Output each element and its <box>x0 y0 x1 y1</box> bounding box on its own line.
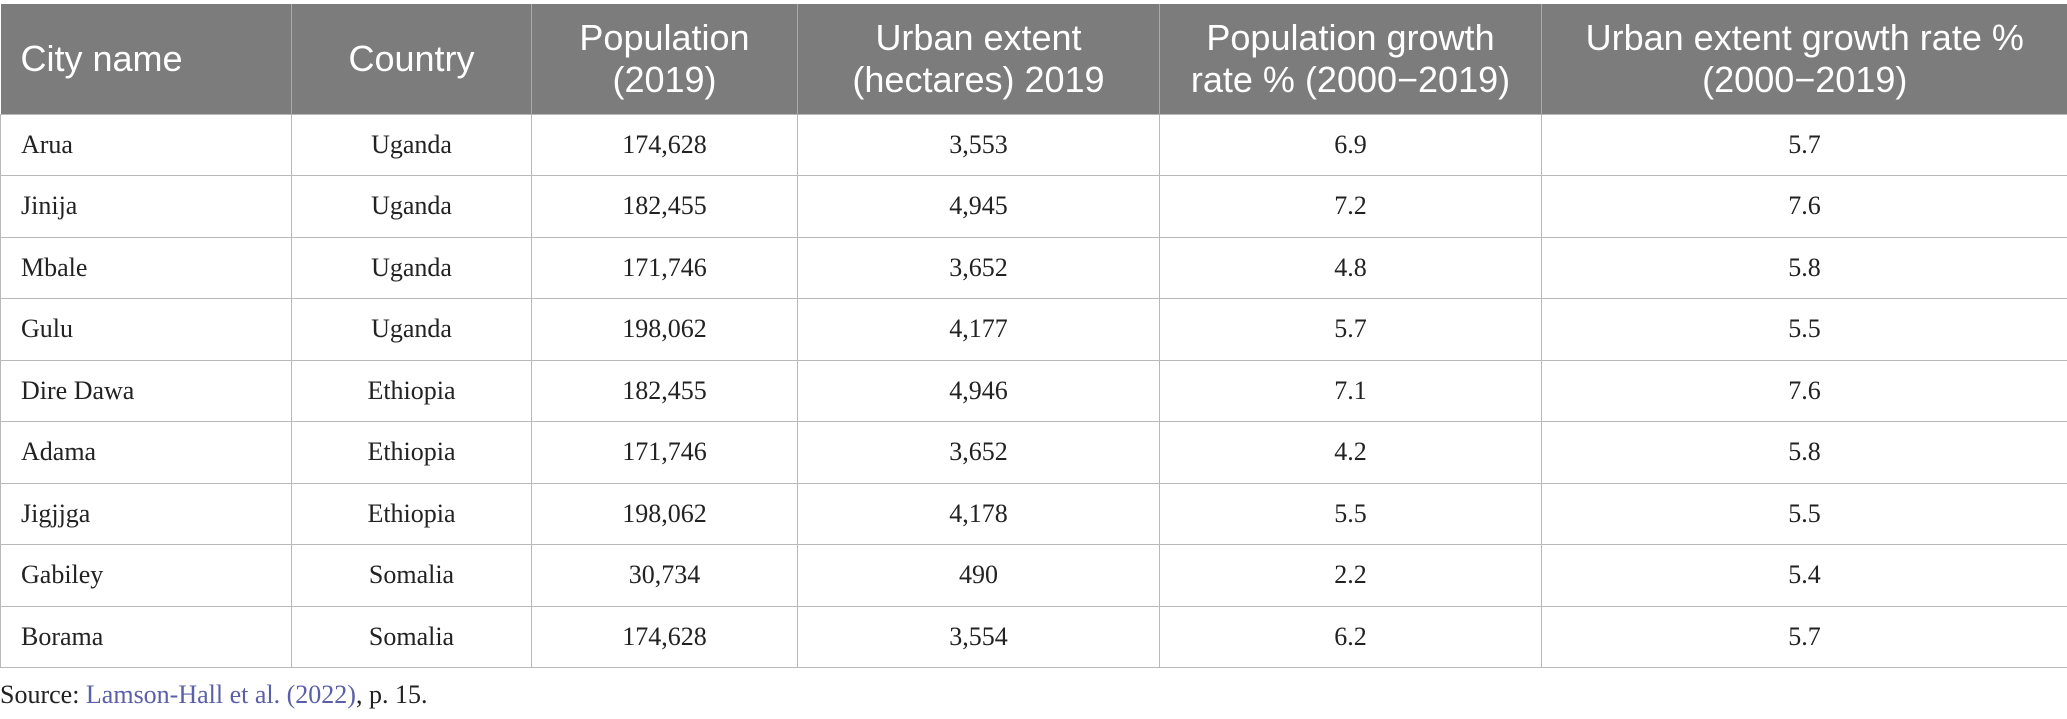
header-line: City name <box>20 37 183 79</box>
cell-population-growth: 2.2 <box>1159 544 1542 607</box>
table-row: Dire Dawa Ethiopia 182,455 4,946 7.1 7.6 <box>0 359 2067 422</box>
table-row: Gulu Uganda 198,062 4,177 5.7 5.5 <box>0 298 2067 361</box>
table-body: Arua Uganda 174,628 3,553 6.9 5.7 Jinija Uganda… <box>0 113 2067 668</box>
cell-population-growth: 5.5 <box>1159 482 1542 545</box>
cell-population-growth: 7.1 <box>1159 359 1542 422</box>
header-line: (2019) <box>612 58 717 100</box>
cell-population: 30,734 <box>531 544 798 607</box>
cell-urban-extent-growth: 5.7 <box>1541 605 2067 668</box>
cell-country: Somalia <box>291 544 532 607</box>
cell-urban-extent: 4,945 <box>797 175 1160 238</box>
cell-population-growth: 6.9 <box>1159 113 1542 176</box>
table-row: Borama Somalia 174,628 3,554 6.2 5.7 <box>0 605 2067 668</box>
cell-country: Somalia <box>291 605 532 668</box>
cell-population: 174,628 <box>531 605 798 668</box>
source-note: Source: Lamson-Hall et al. (2022), p. 15… <box>0 680 427 710</box>
cell-country: Ethiopia <box>291 421 532 484</box>
cell-country: Ethiopia <box>291 359 532 422</box>
cell-population: 182,455 <box>531 359 798 422</box>
cell-urban-extent-growth: 5.8 <box>1541 236 2067 299</box>
cell-country: Ethiopia <box>291 482 532 545</box>
cell-country: Uganda <box>291 236 532 299</box>
cell-city-name: Adama <box>0 421 292 484</box>
cell-city-name: Dire Dawa <box>0 359 292 422</box>
cell-urban-extent: 3,554 <box>797 605 1160 668</box>
cell-population-growth: 6.2 <box>1159 605 1542 668</box>
cell-urban-extent: 3,652 <box>797 421 1160 484</box>
header-country: Country <box>291 4 532 114</box>
cell-urban-extent: 490 <box>797 544 1160 607</box>
header-line: Urban extent <box>875 16 1082 58</box>
cell-population: 171,746 <box>531 236 798 299</box>
header-line: rate % (2000−2019) <box>1190 58 1511 100</box>
header-urban-extent-growth: Urban extent growth rate % (2000−2019) <box>1541 4 2067 114</box>
table-row: Jigjjga Ethiopia 198,062 4,178 5.5 5.5 <box>0 482 2067 545</box>
cell-population: 171,746 <box>531 421 798 484</box>
cell-city-name: Gabiley <box>0 544 292 607</box>
table-row: Jinija Uganda 182,455 4,945 7.2 7.6 <box>0 175 2067 238</box>
header-row: City name Country Population (2019) Urban ex… <box>0 4 2067 114</box>
cell-city-name: Jigjjga <box>0 482 292 545</box>
table-header: City name Country Population (2019) Urban ex… <box>0 4 2067 114</box>
cell-city-name: Borama <box>0 605 292 668</box>
cell-city-name: Arua <box>0 113 292 176</box>
header-urban-extent: Urban extent (hectares) 2019 <box>797 4 1160 114</box>
source-prefix: Source: <box>0 680 86 709</box>
source-suffix: , p. 15. <box>355 680 428 709</box>
cell-urban-extent-growth: 5.5 <box>1541 482 2067 545</box>
cell-urban-extent-growth: 5.8 <box>1541 421 2067 484</box>
cell-country: Uganda <box>291 113 532 176</box>
city-data-table: City name Country Population (2019) Urban ex… <box>0 4 2067 668</box>
table-row: Adama Ethiopia 171,746 3,652 4.2 5.8 <box>0 421 2067 484</box>
header-line: Population <box>579 16 750 58</box>
source-citation-link[interactable]: Lamson-Hall et al. (2022) <box>85 680 356 709</box>
cell-urban-extent-growth: 7.6 <box>1541 359 2067 422</box>
cell-urban-extent-growth: 5.7 <box>1541 113 2067 176</box>
cell-population-growth: 4.8 <box>1159 236 1542 299</box>
cell-city-name: Jinija <box>0 175 292 238</box>
header-line: Population growth <box>1206 16 1495 58</box>
header-city-name: City name <box>0 4 292 114</box>
cell-city-name: Gulu <box>0 298 292 361</box>
cell-urban-extent: 4,178 <box>797 482 1160 545</box>
cell-urban-extent-growth: 7.6 <box>1541 175 2067 238</box>
cell-country: Uganda <box>291 298 532 361</box>
header-population-growth: Population growth rate % (2000−2019) <box>1159 4 1542 114</box>
cell-urban-extent: 4,946 <box>797 359 1160 422</box>
cell-urban-extent-growth: 5.5 <box>1541 298 2067 361</box>
cell-urban-extent: 3,553 <box>797 113 1160 176</box>
header-line: (hectares) 2019 <box>852 58 1105 100</box>
cell-population: 198,062 <box>531 298 798 361</box>
data-table-container: City name Country Population (2019) Urban ex… <box>0 4 2067 668</box>
cell-city-name: Mbale <box>0 236 292 299</box>
cell-population-growth: 7.2 <box>1159 175 1542 238</box>
header-line: (2000−2019) <box>1702 58 1908 100</box>
cell-urban-extent: 3,652 <box>797 236 1160 299</box>
header-line: Country <box>348 37 475 79</box>
header-line: Urban extent growth rate % <box>1585 16 2024 58</box>
cell-population: 198,062 <box>531 482 798 545</box>
table-row: Mbale Uganda 171,746 3,652 4.8 5.8 <box>0 236 2067 299</box>
header-population: Population (2019) <box>531 4 798 114</box>
cell-urban-extent: 4,177 <box>797 298 1160 361</box>
table-row: Arua Uganda 174,628 3,553 6.9 5.7 <box>0 113 2067 176</box>
cell-population-growth: 5.7 <box>1159 298 1542 361</box>
cell-country: Uganda <box>291 175 532 238</box>
cell-urban-extent-growth: 5.4 <box>1541 544 2067 607</box>
table-row: Gabiley Somalia 30,734 490 2.2 5.4 <box>0 544 2067 607</box>
cell-population-growth: 4.2 <box>1159 421 1542 484</box>
cell-population: 182,455 <box>531 175 798 238</box>
cell-population: 174,628 <box>531 113 798 176</box>
